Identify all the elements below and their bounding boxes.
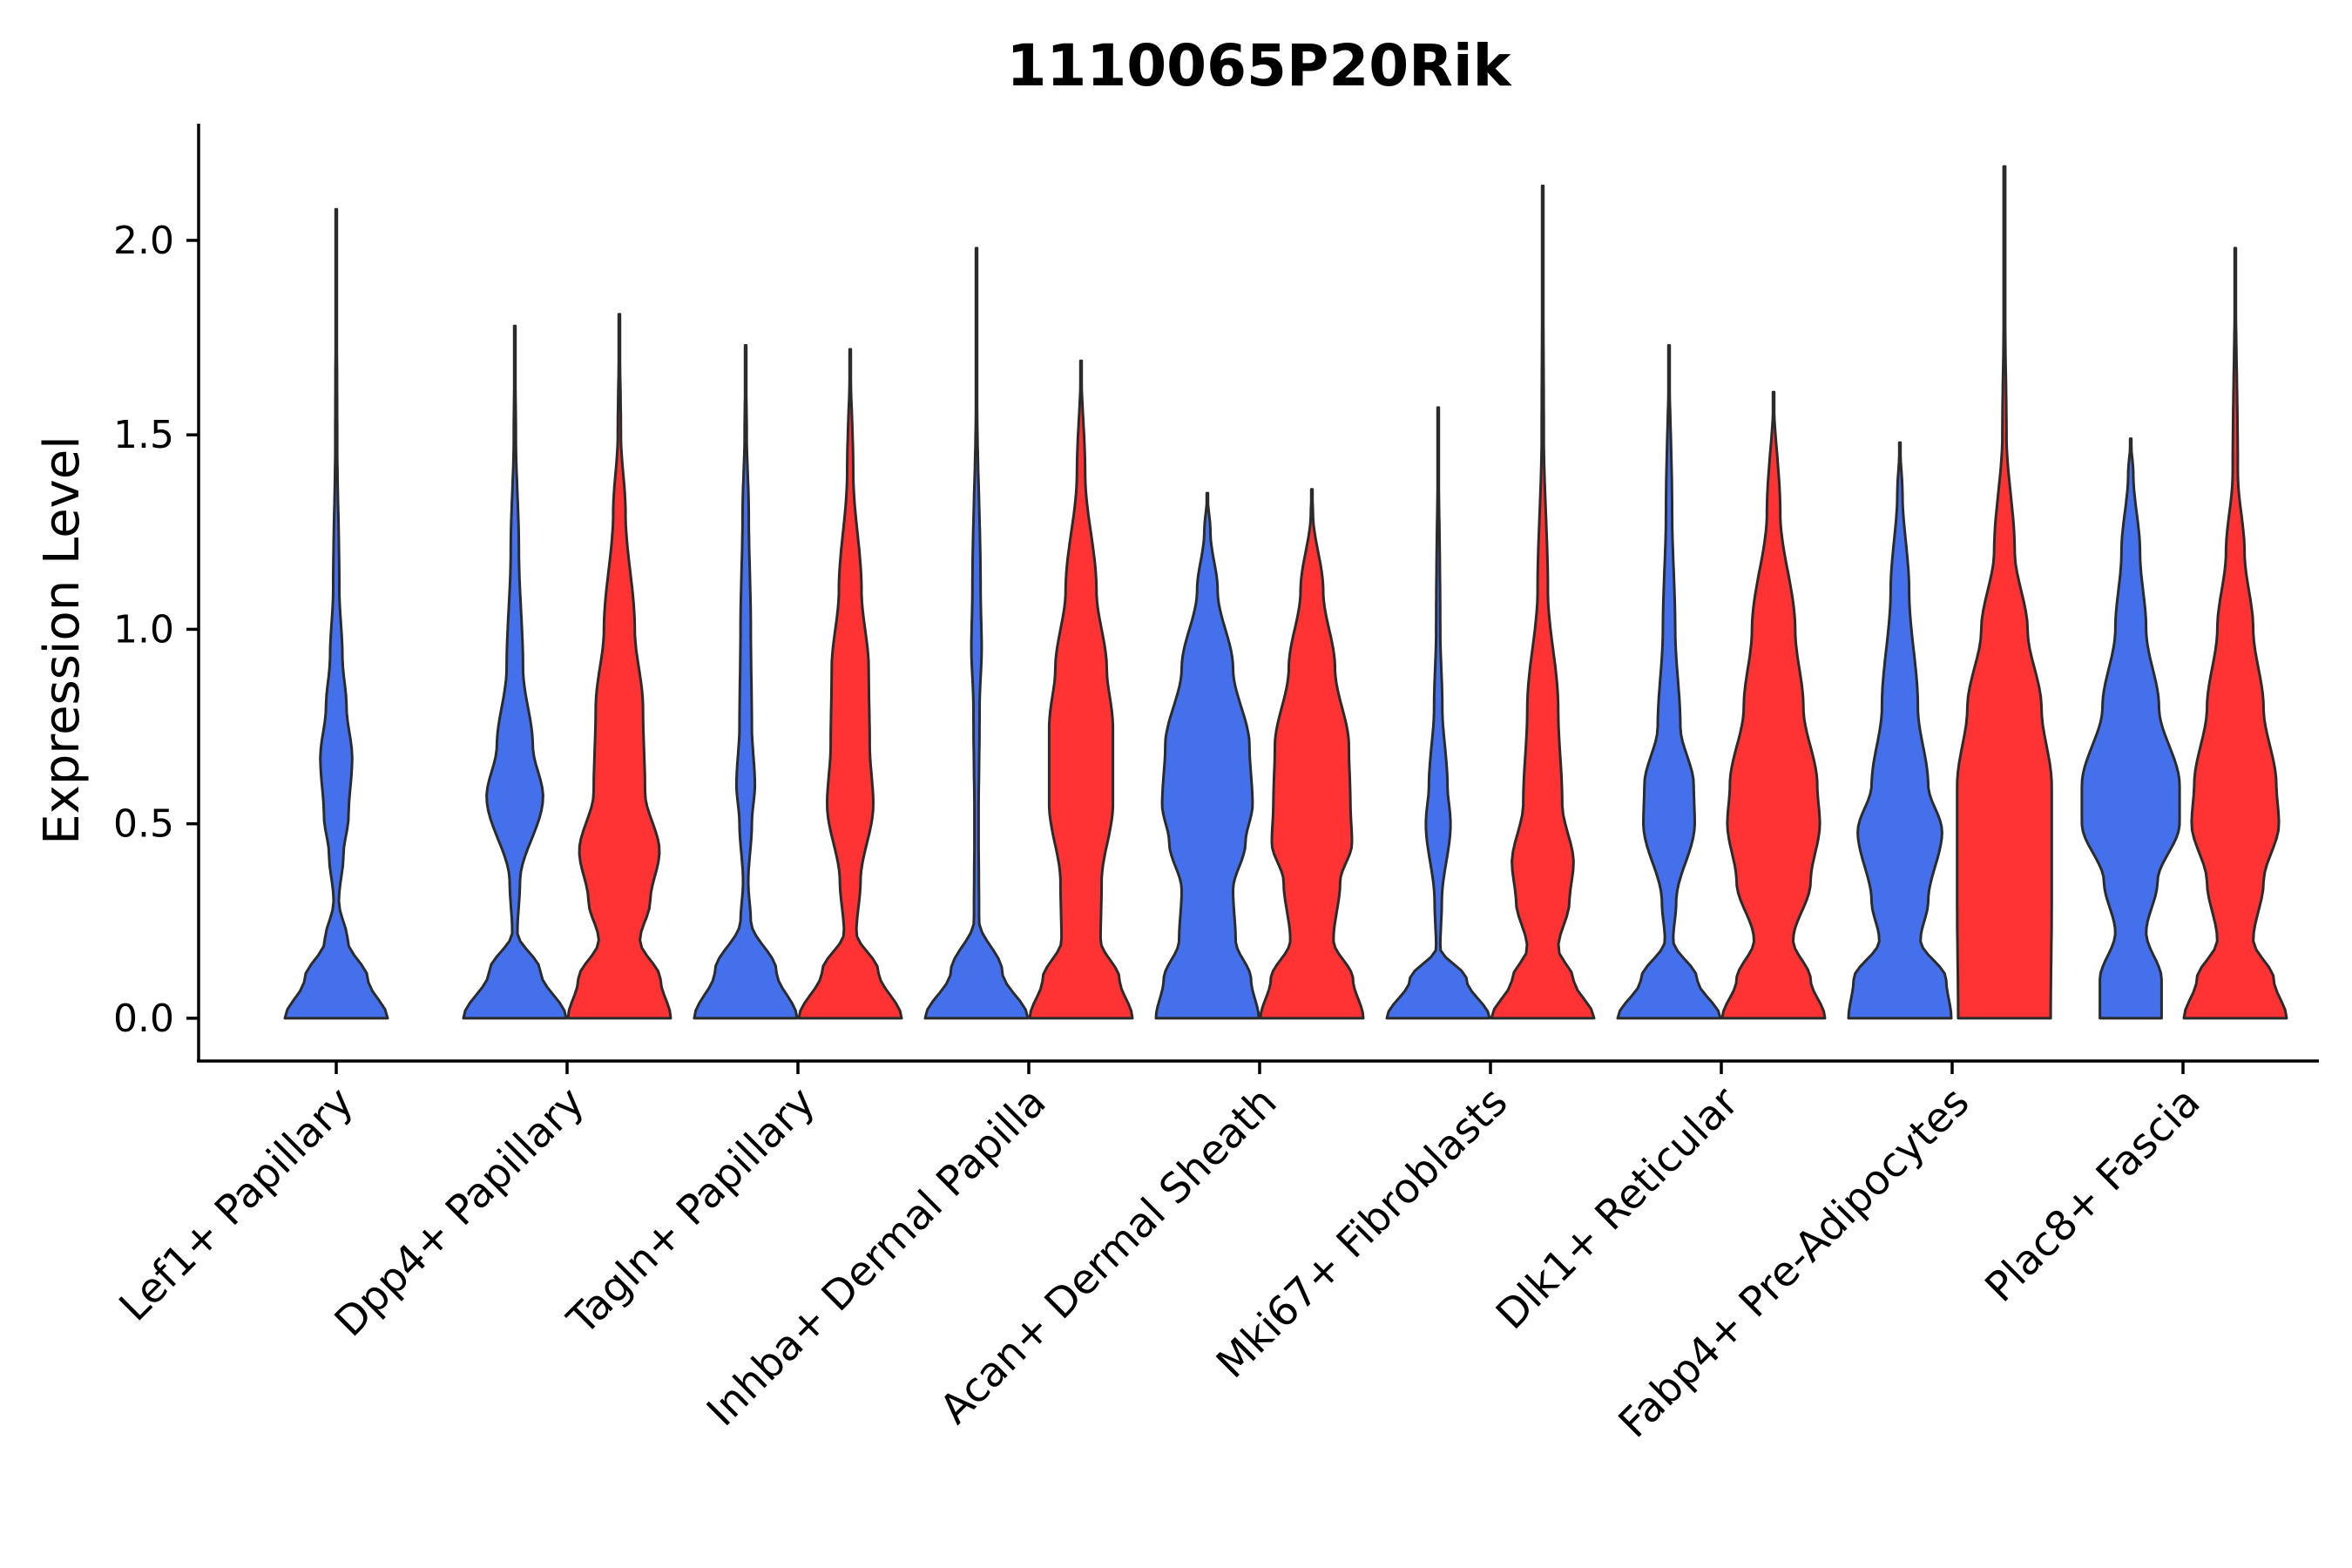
y-ticks: 0.0 0.5 1.0 1.5 2.0 [113, 219, 199, 1041]
violin-group2-dpp4-papillary [566, 313, 672, 1020]
y-tick-label: 1.0 [113, 607, 174, 652]
violin-group2-mki67-fibroblasts [1490, 184, 1596, 1020]
violin-group2-dlk1-reticular [1720, 390, 1827, 1020]
x-tick-label: Dlk1+ Reticular [1487, 1078, 1748, 1339]
y-tick-label: 1.5 [113, 413, 174, 457]
violin-group1-dpp4-papillary [462, 324, 568, 1020]
y-tick-label: 0.5 [113, 802, 174, 847]
violin-group2-inhba-dermal-papilla [1028, 359, 1134, 1020]
violin-group1-dlk1-reticular [1616, 344, 1722, 1020]
x-tick-label: Tagln+ Papillary [558, 1078, 825, 1345]
violin-group2-fabp4-pre-adipocytes [1956, 165, 2053, 1020]
x-tick-label: Lef1+ Papillary [111, 1078, 363, 1331]
violin-group1-inhba-dermal-papilla [923, 247, 1030, 1020]
violin-group2-tagln-papillary [797, 348, 903, 1020]
violins-layer [283, 165, 2288, 1020]
violin-group1-plac8-fascia [2080, 437, 2181, 1020]
y-axis-label: Expression Level [34, 436, 91, 845]
violin-group2-acan-dermal-sheath [1259, 488, 1365, 1020]
violin-group2-plac8-fascia [2182, 247, 2288, 1020]
y-tick-label: 2.0 [113, 219, 174, 263]
violin-group1-mki67-fibroblasts [1385, 406, 1491, 1020]
y-tick-label: 0.0 [113, 997, 174, 1041]
x-tick-label: Plac8+ Fascia [1977, 1078, 2210, 1312]
chart-title: 1110065P20Rik [1006, 32, 1512, 99]
violin-group1-acan-dermal-sheath [1154, 491, 1260, 1020]
violin-group1-fabp4-pre-adipocytes [1847, 441, 1953, 1020]
violin-group1-tagln-papillary [693, 344, 799, 1020]
violin-group1-lef1-papillary [283, 207, 389, 1020]
x-tick-label: Dpp4+ Papillary [326, 1078, 594, 1347]
